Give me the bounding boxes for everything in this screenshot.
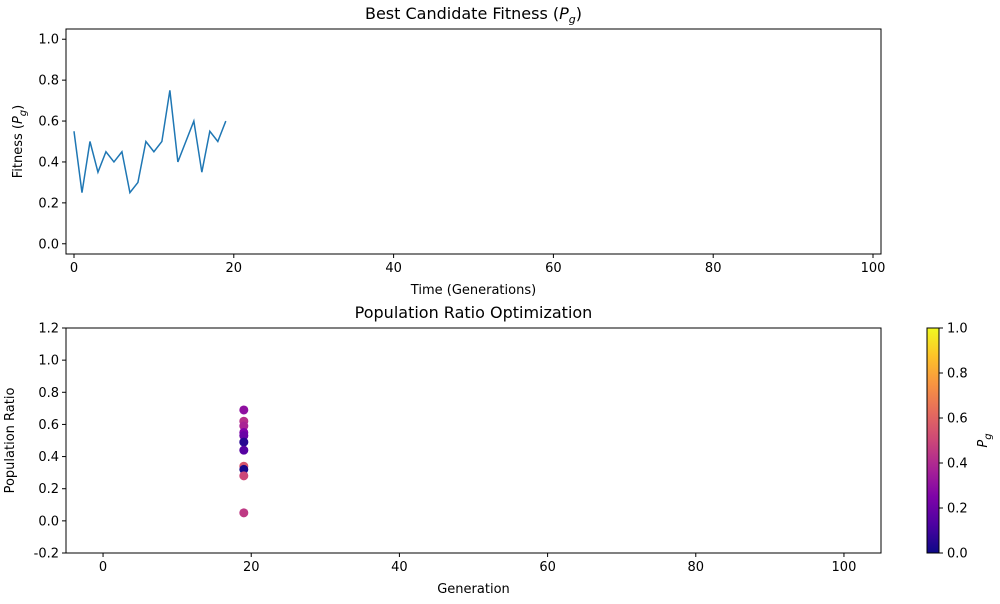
fitness-chart-title: Best Candidate Fitness (Pg) — [365, 4, 582, 26]
colorbar-tick-label: 0.0 — [947, 547, 968, 562]
x-tick-label: 40 — [385, 261, 402, 276]
y-tick-label: 0.8 — [38, 386, 59, 401]
population-plot-frame — [65, 327, 882, 554]
y-tick-label: 1.0 — [38, 354, 59, 369]
fitness-plot-frame — [65, 28, 882, 255]
scatter-point — [239, 471, 249, 481]
colorbar-frame — [926, 327, 940, 554]
y-tick-label: 0.6 — [38, 115, 59, 130]
scatter-point — [239, 508, 249, 518]
y-tick-label: 1.2 — [38, 322, 59, 337]
fitness-x-ticks: 0 20 40 60 80 100 — [70, 254, 886, 276]
x-tick-label: 60 — [539, 560, 556, 575]
y-tick-label: 0.2 — [38, 482, 59, 497]
fitness-y-axis-label: Fitness (Pg) — [11, 105, 29, 179]
scatter-point — [239, 421, 249, 431]
y-tick-label: 0.0 — [38, 237, 59, 252]
colorbar-tick-label: 0.6 — [947, 412, 968, 427]
colorbar-label: Pg — [976, 433, 994, 447]
population-y-ticks: -0.2 0.0 0.2 0.4 0.6 0.8 1.0 1.2 — [34, 322, 66, 562]
colorbar-tick-label: 0.2 — [947, 502, 968, 517]
x-tick-label: 40 — [391, 560, 408, 575]
colorbar-tick-label: 0.4 — [947, 457, 968, 472]
x-tick-label: 80 — [687, 560, 704, 575]
population-y-axis-label: Population Ratio — [3, 388, 18, 494]
x-tick-label: 0 — [99, 560, 107, 575]
x-tick-label: 20 — [226, 261, 243, 276]
population-ratio-chart: Population Ratio Optimization 0 20 40 60 80 1… — [3, 303, 882, 597]
population-x-ticks: 0 20 40 60 80 100 — [99, 553, 856, 575]
scatter-point — [239, 431, 249, 441]
population-points — [239, 405, 249, 518]
x-tick-label: 100 — [832, 560, 857, 575]
y-tick-label: 0.4 — [38, 450, 59, 465]
x-tick-label: 100 — [861, 261, 886, 276]
y-tick-label: 0.4 — [38, 155, 59, 170]
colorbar-tick-label: 1.0 — [947, 322, 968, 337]
x-tick-label: 80 — [705, 261, 722, 276]
scatter-point — [239, 405, 249, 415]
population-x-axis-label: Generation — [437, 582, 510, 597]
colorbar-gradient — [927, 328, 939, 553]
y-tick-label: 0.6 — [38, 418, 59, 433]
scatter-point — [239, 437, 249, 447]
colorbar: 0.0 0.2 0.4 0.6 0.8 1.0 Pg — [926, 322, 994, 562]
x-tick-label: 60 — [545, 261, 562, 276]
scatter-point — [239, 445, 249, 455]
fitness-x-axis-label: Time (Generations) — [410, 283, 536, 298]
fitness-chart: Best Candidate Fitness (Pg) 0 20 40 60 80 100… — [11, 4, 885, 298]
colorbar-tick-label: 0.8 — [947, 367, 968, 382]
y-tick-label: 0.0 — [38, 514, 59, 529]
colorbar-ticks: 0.0 0.2 0.4 0.6 0.8 1.0 — [939, 322, 968, 562]
scatter-point — [239, 464, 249, 474]
y-tick-label: 1.0 — [38, 33, 59, 48]
y-tick-label: 0.8 — [38, 74, 59, 89]
x-tick-label: 0 — [70, 261, 78, 276]
population-chart-title: Population Ratio Optimization — [355, 303, 593, 322]
fitness-y-ticks: 0.0 0.2 0.4 0.6 0.8 1.0 — [38, 33, 66, 252]
y-tick-label: 0.2 — [38, 196, 59, 211]
fitness-line — [73, 90, 227, 195]
x-tick-label: 20 — [243, 560, 260, 575]
y-tick-label: -0.2 — [34, 547, 59, 562]
